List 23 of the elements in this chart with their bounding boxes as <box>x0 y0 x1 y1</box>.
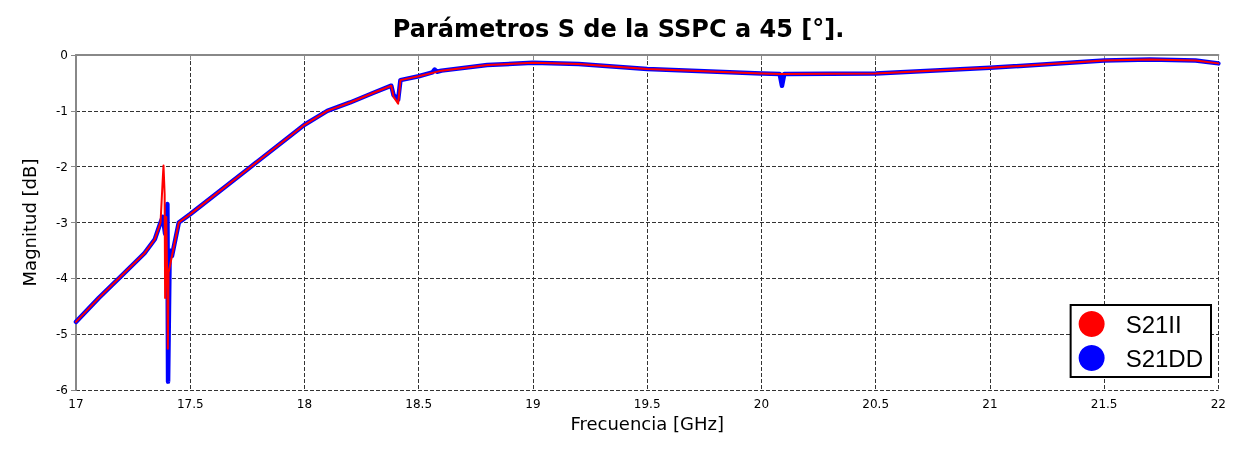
y-tick-label: -6 <box>56 383 68 397</box>
chart-title: Parámetros S de la SSPC a 45 [°]. <box>392 15 845 43</box>
x-tick-label: 20.5 <box>862 397 890 411</box>
x-tick-label: 22 <box>1210 397 1227 411</box>
x-tick-label: 21 <box>982 397 998 411</box>
x-tick-label: 17 <box>68 397 84 411</box>
x-tick-label: 17.5 <box>176 397 204 411</box>
y-axis-title: Magnitud [dB] <box>18 158 40 287</box>
x-tick-label: 18 <box>296 397 313 411</box>
y-tick-label: -5 <box>56 327 68 342</box>
y-tick-label: 0 <box>60 48 68 62</box>
legend-label: S21DD <box>1125 344 1204 372</box>
x-tick-label: 19 <box>525 397 541 411</box>
x-tick-label: 21.5 <box>1090 397 1118 411</box>
legend-label: S21II <box>1125 310 1182 338</box>
x-tick-label: 19.5 <box>633 397 661 411</box>
y-tick-label: -4 <box>56 271 68 286</box>
x-axis-title: Frecuencia [GHz] <box>570 413 724 435</box>
x-tick-label: 18.5 <box>405 397 433 411</box>
y-tick-label: -1 <box>56 103 68 118</box>
y-tick-label: -2 <box>56 159 68 174</box>
x-tick-label: 20 <box>753 397 770 411</box>
y-tick-label: -3 <box>56 215 68 230</box>
